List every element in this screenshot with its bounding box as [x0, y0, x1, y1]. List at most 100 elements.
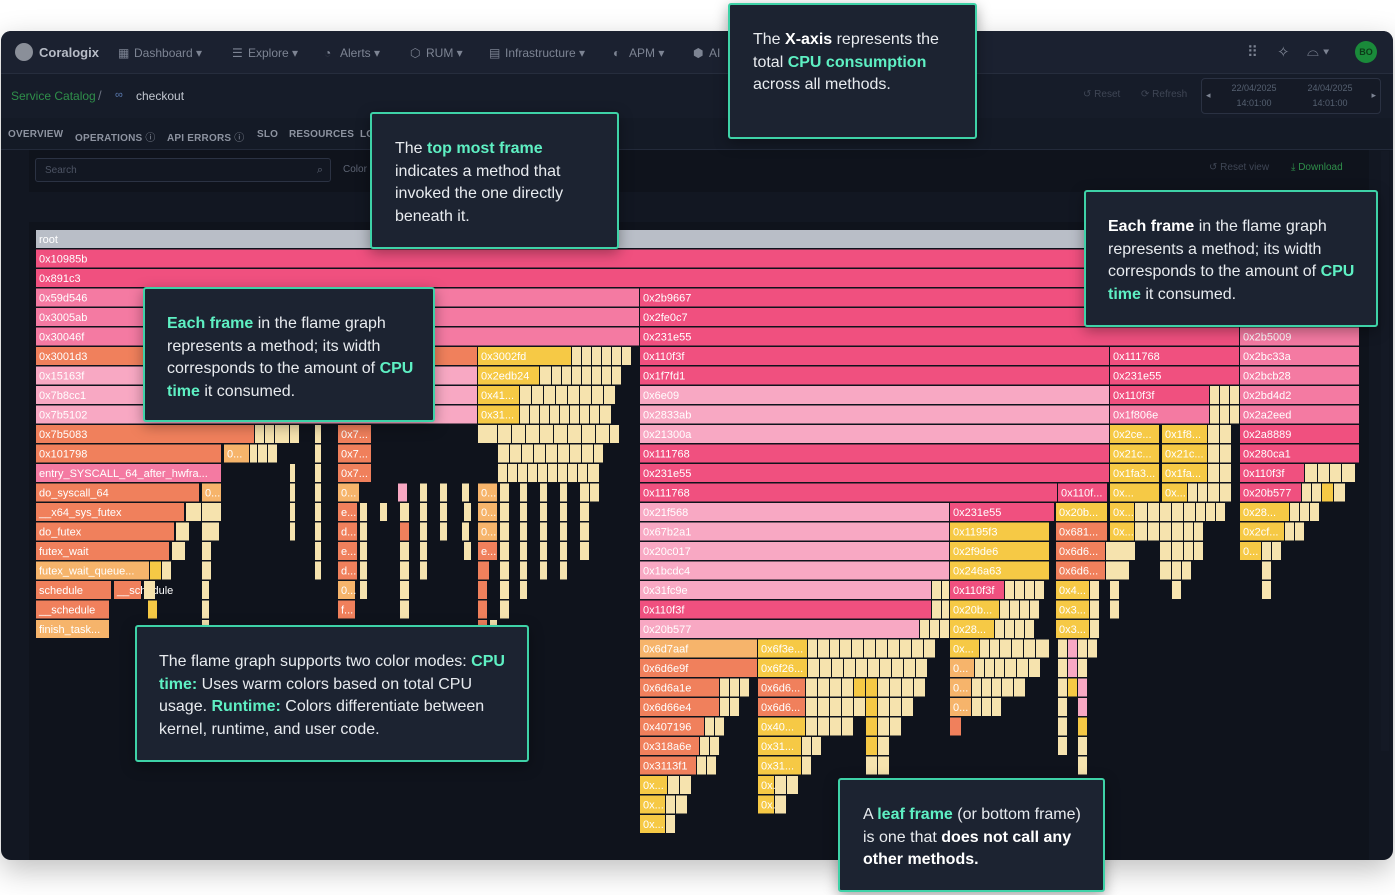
flame-frame[interactable]: 0x111768: [1110, 347, 1239, 365]
flame-frame[interactable]: 0x...: [950, 639, 979, 658]
flame-frame[interactable]: 0x21f568: [640, 503, 949, 521]
flame-frame[interactable]: 0x4...: [1056, 581, 1089, 599]
tab-slo[interactable]: SLO: [257, 129, 279, 140]
flame-frame[interactable]: 0x6d6a1e: [640, 678, 719, 697]
flame-frame[interactable]: 0x2bc33a: [1240, 347, 1359, 365]
flame-frame[interactable]: 0x7...: [338, 444, 371, 463]
flame-frame[interactable]: __schedule: [36, 600, 109, 619]
flame-frame[interactable]: 0x10985b: [36, 249, 1359, 268]
flame-frame[interactable]: 0x6d66e4: [640, 698, 719, 716]
date-range-picker[interactable]: ◂ 22/04/2025 14:01:00 24/04/2025 14:01:0…: [1201, 78, 1381, 114]
flame-frame[interactable]: e...: [338, 542, 357, 560]
flame-frame[interactable]: 0x101798: [36, 444, 221, 463]
flame-frame[interactable]: 0x318a6e: [640, 737, 699, 755]
flame-frame[interactable]: 0x...: [1110, 522, 1134, 541]
scrollbar[interactable]: [1381, 151, 1389, 751]
nav-alerts[interactable]: ◔ Alerts ▾: [324, 46, 381, 60]
flame-frame[interactable]: 0x6d6...: [758, 678, 805, 697]
flame-frame[interactable]: 0x20b...: [950, 600, 999, 619]
flame-frame[interactable]: 0...: [950, 698, 971, 716]
flame-frame[interactable]: 0...: [338, 581, 356, 599]
flame-frame[interactable]: 0x111768: [640, 483, 1057, 502]
reset-view-button[interactable]: ↺ Reset view: [1209, 162, 1270, 173]
flame-frame[interactable]: 0x110f3f: [1240, 464, 1304, 482]
flame-frame[interactable]: do_syscall_64: [36, 483, 199, 502]
flame-frame[interactable]: 0x3...: [1056, 620, 1089, 638]
flame-frame[interactable]: 0x41...: [478, 386, 519, 404]
flame-frame[interactable]: 0x6f3e...: [758, 639, 807, 658]
flame-frame[interactable]: 0x67b2a1: [640, 522, 949, 541]
apps-grid-icon[interactable]: ⠿: [1247, 44, 1258, 61]
flame-frame[interactable]: 0x2ce...: [1110, 425, 1159, 443]
flame-frame[interactable]: 0x111768: [640, 444, 1109, 463]
tab-api-errors[interactable]: API ERRORS ⓘ: [167, 129, 244, 144]
flame-frame[interactable]: 0x6d6e9f: [640, 659, 757, 677]
flame-frame[interactable]: 0x407196: [640, 717, 704, 736]
flame-frame[interactable]: 0x...: [1110, 483, 1159, 502]
flame-frame[interactable]: 0x21c...: [1110, 444, 1159, 463]
flame-frame[interactable]: 0x...: [1162, 483, 1187, 502]
nav-ai[interactable]: ⬢ AI: [693, 46, 720, 60]
flame-frame[interactable]: 0x2cf...: [1240, 522, 1284, 541]
flame-frame[interactable]: 0x231e55: [1110, 366, 1239, 385]
flame-frame[interactable]: 0x6e09: [640, 386, 1109, 404]
flame-frame[interactable]: 0x891c3: [36, 269, 1359, 287]
flame-frame[interactable]: 0...: [1240, 542, 1261, 560]
flame-frame[interactable]: 0x2bcb28: [1240, 366, 1359, 385]
flame-frame[interactable]: 0x3113f1: [640, 756, 696, 775]
refresh-button[interactable]: ⟳ Refresh: [1141, 89, 1188, 100]
flame-frame[interactable]: 0x2a2eed: [1240, 405, 1359, 424]
flame-frame[interactable]: 0x231e55: [640, 327, 1239, 346]
prev-range-icon[interactable]: ◂: [1206, 90, 1211, 100]
flame-frame[interactable]: 0x31...: [758, 737, 801, 755]
breadcrumb-service-catalog[interactable]: Service Catalog: [11, 89, 96, 103]
flame-frame[interactable]: 0x31...: [758, 756, 801, 775]
flame-frame[interactable]: 0...: [202, 483, 221, 502]
flame-frame[interactable]: 0x2b5009: [1240, 327, 1359, 346]
flame-frame[interactable]: 0x1bcdc4: [640, 561, 949, 580]
flame-frame[interactable]: 0x6d7aaf: [640, 639, 757, 658]
sparkle-icon[interactable]: ✧: [1277, 44, 1290, 61]
flame-frame[interactable]: 0...: [338, 483, 359, 502]
download-button[interactable]: ⤓ Download: [1291, 162, 1343, 173]
flame-frame[interactable]: 0x110f3f: [950, 581, 1004, 599]
flame-frame[interactable]: 0x110f...: [1058, 483, 1107, 502]
flame-frame[interactable]: 0x7...: [338, 464, 371, 482]
flame-frame[interactable]: 0x1f7fd1: [640, 366, 1109, 385]
reset-button[interactable]: ↺ Reset: [1083, 89, 1121, 100]
flame-frame[interactable]: entry_SYSCALL_64_after_hwfra...: [36, 464, 221, 482]
flame-frame[interactable]: 0x110f3f: [640, 600, 931, 619]
avatar[interactable]: BO: [1355, 41, 1377, 63]
flame-frame[interactable]: 0x...: [1110, 503, 1134, 521]
flame-frame[interactable]: 0x3002fd: [478, 347, 571, 365]
flame-frame[interactable]: finish_task...: [36, 620, 109, 638]
nav-explore[interactable]: ☰ Explore ▾: [232, 46, 299, 60]
cloud-icon[interactable]: ⌓ ▾: [1307, 43, 1330, 60]
flame-frame[interactable]: d...: [338, 561, 357, 580]
flame-frame[interactable]: __x64_sys_futex: [36, 503, 184, 521]
flame-frame[interactable]: 0x2bd4d2: [1240, 386, 1359, 404]
flame-frame[interactable]: 0x3...: [1056, 600, 1089, 619]
flame-frame[interactable]: 0x6f26...: [758, 659, 807, 677]
tab-operations[interactable]: OPERATIONS ⓘ: [75, 129, 156, 144]
flame-frame[interactable]: 0x1f8...: [1162, 425, 1207, 443]
flame-frame[interactable]: do_futex: [36, 522, 174, 541]
flame-frame[interactable]: 0x2f9de6: [950, 542, 1049, 560]
tab-overview[interactable]: OVERVIEW: [8, 129, 64, 140]
flame-frame[interactable]: 0x...: [640, 815, 665, 833]
flame-frame[interactable]: 0x20b...: [1056, 503, 1107, 521]
flame-frame[interactable]: 0x40...: [758, 717, 805, 736]
flame-frame[interactable]: 0x246a63: [950, 561, 1049, 580]
flame-frame[interactable]: schedule: [36, 581, 111, 599]
flame-frame[interactable]: e...: [338, 503, 357, 521]
flame-frame[interactable]: 0x2833ab: [640, 405, 1109, 424]
flame-frame[interactable]: 0x6d6...: [1056, 542, 1105, 560]
flame-frame[interactable]: 0x681...: [1056, 522, 1107, 541]
flame-frame[interactable]: 0...: [950, 678, 971, 697]
nav-dashboard[interactable]: ▦ Dashboard ▾: [118, 46, 203, 60]
flame-frame[interactable]: 0x2edb24: [478, 366, 539, 385]
flame-frame[interactable]: 0x110f3f: [1110, 386, 1209, 404]
flame-frame[interactable]: 0x110f3f: [640, 347, 1109, 365]
flame-frame[interactable]: 0x31...: [478, 405, 519, 424]
flame-frame[interactable]: 0...: [478, 503, 497, 521]
